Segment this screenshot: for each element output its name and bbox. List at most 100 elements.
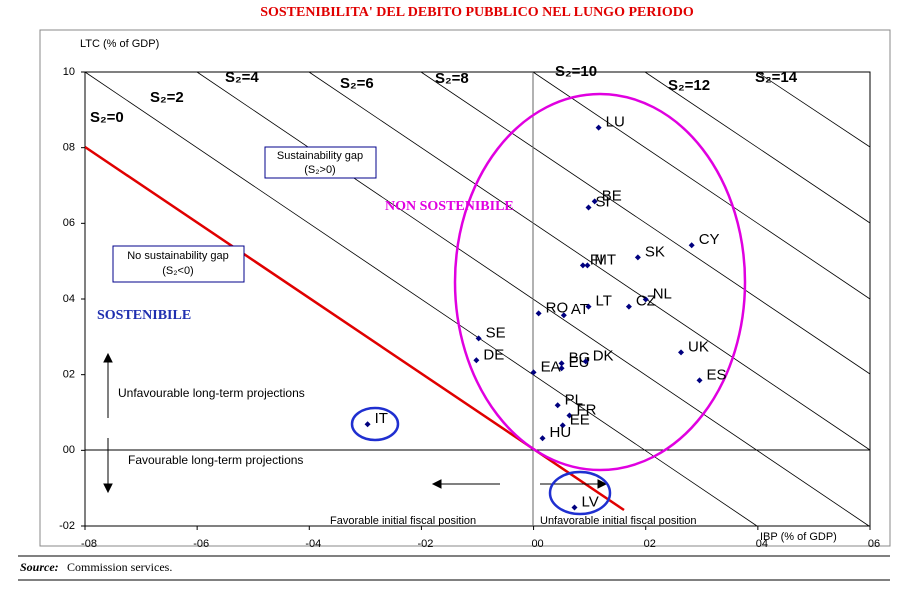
point (364, 421, 371, 428)
y-tick-label: 00 (63, 444, 75, 456)
point (591, 198, 598, 205)
point (473, 357, 480, 364)
point-label: SK (645, 243, 665, 260)
point-label: IT (375, 410, 388, 427)
point-label: LU (606, 114, 625, 131)
point (696, 377, 703, 384)
point (571, 504, 578, 511)
point (559, 422, 566, 429)
point (585, 303, 592, 310)
iso-line (420, 71, 871, 375)
x-tick-label: 04 (756, 538, 768, 550)
region-label: NON SOSTENIBILE (385, 199, 514, 214)
y-tick-label: 02 (63, 369, 75, 381)
y-axis-label: LTC (% of GDP) (80, 38, 159, 50)
arrows (103, 352, 608, 494)
point (539, 435, 546, 442)
point (558, 365, 565, 372)
point (566, 412, 573, 419)
s2-label: S₂=4 (225, 69, 259, 86)
point-label: AT (571, 301, 589, 318)
x-axis-label: IBP (% of GDP) (760, 531, 837, 543)
point-label: LT (596, 293, 612, 310)
highlight-circle (548, 470, 612, 516)
arrow-head (431, 479, 442, 489)
arrow-head (103, 483, 113, 494)
highlight-circle (350, 406, 400, 442)
y-tick-label: 04 (63, 293, 75, 305)
point-label: BE (602, 187, 622, 204)
y-tick-label: 08 (63, 142, 75, 154)
x-tick-label: -04 (305, 538, 321, 550)
iso-line (532, 71, 871, 300)
y-tick-label: -02 (59, 520, 75, 532)
cluster-ellipse (453, 92, 747, 472)
arrow-head (103, 352, 113, 363)
x-tick-label: -08 (81, 538, 97, 550)
gap-box (264, 146, 377, 179)
point-label: NL (653, 285, 672, 302)
point-label: DK (593, 347, 614, 364)
point-label: LV (582, 493, 599, 510)
point (584, 262, 591, 269)
point-label: MT (594, 251, 616, 268)
point (554, 402, 561, 409)
point-label: EA (541, 358, 561, 375)
s2-label: S₂=2 (150, 89, 184, 106)
chart-title: SOSTENIBILITA' DEL DEBITO PUBBLICO NEL L… (260, 5, 694, 20)
s2-label: S₂=8 (435, 70, 469, 87)
s2-label: S₂=6 (340, 75, 374, 92)
point-label: SI (596, 193, 610, 210)
gap-text: (S₂>0) (304, 164, 335, 176)
point-label: CZ (636, 293, 656, 310)
point (475, 335, 482, 342)
point (582, 358, 589, 365)
point (560, 312, 567, 319)
point (642, 296, 649, 303)
no-gap-box (112, 245, 245, 283)
s2-label: S₂=14 (755, 69, 798, 86)
s2-label: S₂=0 (90, 109, 124, 126)
x-tick-label: -06 (193, 538, 209, 550)
point (585, 204, 592, 211)
chart-frame (39, 29, 891, 547)
y-tick-label: 10 (63, 66, 75, 78)
iso-line (644, 71, 871, 224)
point-label: EE (570, 411, 590, 428)
point-label: CY (699, 231, 720, 248)
y-tick-label: 06 (63, 217, 75, 229)
iso-line (308, 71, 871, 451)
point (579, 262, 586, 269)
point-label: EU (569, 354, 590, 371)
point (634, 254, 641, 261)
point-label: SE (486, 324, 506, 341)
s2-label: S₂=12 (668, 77, 710, 94)
point-label: ES (707, 366, 727, 383)
point-label: PL (565, 391, 583, 408)
s2-label: S₂=10 (555, 63, 597, 80)
no-gap-text: (S₂<0) (162, 265, 193, 277)
note: Favorable initial fiscal position (330, 515, 476, 527)
x-tick-label: 00 (531, 538, 543, 550)
point-label: RO (546, 299, 569, 316)
x-tick-label: 02 (644, 538, 656, 550)
point (688, 242, 695, 249)
point (595, 124, 602, 131)
x-tick-label: -02 (417, 538, 433, 550)
x-tick-label: 06 (868, 538, 880, 550)
point-label: UK (688, 338, 709, 355)
note: Favourable long-term projections (128, 453, 303, 467)
arrow-head (597, 479, 608, 489)
point-label: FI (590, 251, 603, 268)
gap-text: Sustainability gap (277, 150, 363, 162)
note: Unfavorable initial fiscal position (540, 515, 697, 527)
note: Unfavourable long-term projections (118, 386, 305, 400)
point-label: HU (550, 424, 572, 441)
point-label: FR (576, 401, 596, 418)
point (625, 303, 632, 310)
point (558, 360, 565, 367)
source: Commission services. (67, 560, 172, 574)
point (535, 310, 542, 317)
region-label: SOSTENIBILE (97, 308, 191, 323)
